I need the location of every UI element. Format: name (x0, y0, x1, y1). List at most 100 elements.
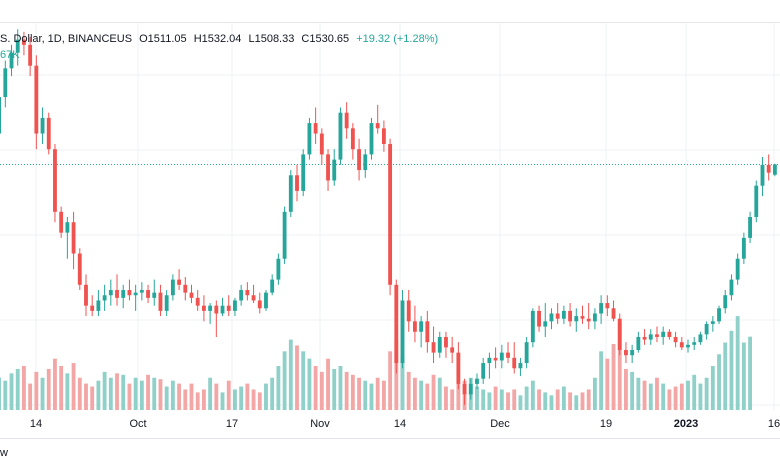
candle (512, 342, 517, 374)
candle (233, 297, 237, 317)
candle-body (319, 133, 324, 155)
volume-bar (189, 383, 194, 410)
candle (208, 303, 213, 324)
candle (630, 344, 635, 364)
candle-body (499, 352, 504, 361)
candle-body (741, 237, 746, 259)
candle (270, 274, 275, 296)
candle-body (518, 363, 523, 369)
candle (481, 357, 486, 384)
candle-body (655, 334, 659, 337)
candle (717, 305, 721, 324)
candle (648, 329, 653, 345)
candle (599, 295, 604, 324)
candle (760, 157, 765, 197)
volume-bar (158, 379, 163, 410)
volume-bar (661, 383, 666, 410)
volume-bar (53, 358, 57, 410)
candle-body (444, 336, 448, 348)
candle (555, 303, 560, 324)
candle (133, 284, 138, 311)
candle (450, 336, 455, 364)
volume-bar (90, 386, 95, 410)
candle (506, 342, 510, 364)
candle (642, 329, 647, 345)
candle (313, 107, 318, 144)
volume-bar (704, 377, 709, 410)
candle-body (754, 185, 759, 217)
candle-body (648, 334, 653, 340)
candle-body (425, 321, 430, 343)
candle-body (580, 316, 585, 319)
candle (96, 290, 101, 317)
volume-legend: 67K (0, 49, 20, 61)
volume-bar (586, 389, 591, 410)
volume-bar (642, 380, 647, 410)
volume-bar (406, 371, 411, 410)
volume-bar (77, 377, 82, 410)
candle (127, 279, 132, 301)
volume-bar (630, 371, 635, 410)
volume-bar (15, 368, 20, 410)
volume-bar (115, 373, 119, 410)
candle-body (146, 290, 150, 298)
volume-bar (307, 358, 312, 410)
volume-bar (3, 380, 8, 410)
candle (46, 112, 51, 155)
candle-body (288, 175, 293, 212)
volume-bar (624, 368, 628, 410)
volume-bar (717, 354, 721, 410)
candle-body (233, 300, 237, 311)
candle (592, 308, 597, 330)
candle (350, 123, 355, 160)
candle-body (437, 336, 442, 353)
volume-bar (456, 383, 461, 410)
volume-bar (34, 371, 39, 410)
candle-body (524, 342, 529, 364)
candle (468, 378, 473, 400)
candle-body (164, 295, 169, 311)
candle-body (357, 149, 361, 171)
candle (388, 138, 393, 296)
candle-body (692, 342, 697, 345)
candle (437, 331, 442, 358)
candle-body (450, 347, 455, 353)
x-tick-label: 19 (600, 418, 612, 430)
candle-body (605, 303, 610, 309)
volume-bar (288, 339, 293, 410)
candle-body (636, 336, 641, 351)
candle (108, 279, 113, 306)
candle-body (350, 128, 355, 150)
volume-bar (648, 383, 653, 410)
candle-body (481, 363, 486, 379)
candle-body (301, 154, 306, 191)
candle-body (555, 313, 560, 319)
candle (319, 128, 324, 165)
candle (723, 290, 728, 314)
candle-body (388, 143, 393, 285)
candle-body (717, 308, 721, 322)
candle (264, 290, 268, 311)
candle-body (698, 334, 703, 343)
candle (710, 316, 715, 332)
volume-bar (121, 374, 126, 410)
candle (580, 305, 585, 324)
volume-bar (381, 380, 386, 410)
candle-body (77, 253, 82, 285)
volume-bar (139, 380, 144, 410)
volume-bar (574, 395, 579, 410)
candle-body (431, 342, 436, 353)
volume-bar (636, 377, 641, 410)
candle (617, 313, 622, 356)
volume-bar (549, 395, 554, 410)
volume-bar (450, 389, 455, 410)
candle-body (332, 159, 337, 181)
candle-body (295, 175, 299, 191)
volume-bar (611, 344, 616, 410)
candle-body (344, 112, 349, 129)
candle (257, 292, 262, 314)
symbol-description: S. Dollar, 1D, BINANCEUS (0, 33, 133, 45)
candle-body (59, 211, 64, 233)
candle-body (115, 290, 119, 298)
